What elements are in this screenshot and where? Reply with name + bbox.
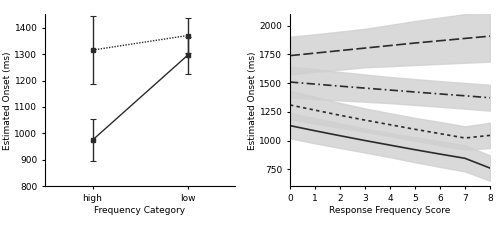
X-axis label: Frequency Category: Frequency Category [94,206,186,215]
Y-axis label: Estimated Onset (ms): Estimated Onset (ms) [248,51,256,150]
Y-axis label: Estimated Onset (ms): Estimated Onset (ms) [2,51,12,150]
X-axis label: Response Frequency Score: Response Frequency Score [330,206,450,215]
